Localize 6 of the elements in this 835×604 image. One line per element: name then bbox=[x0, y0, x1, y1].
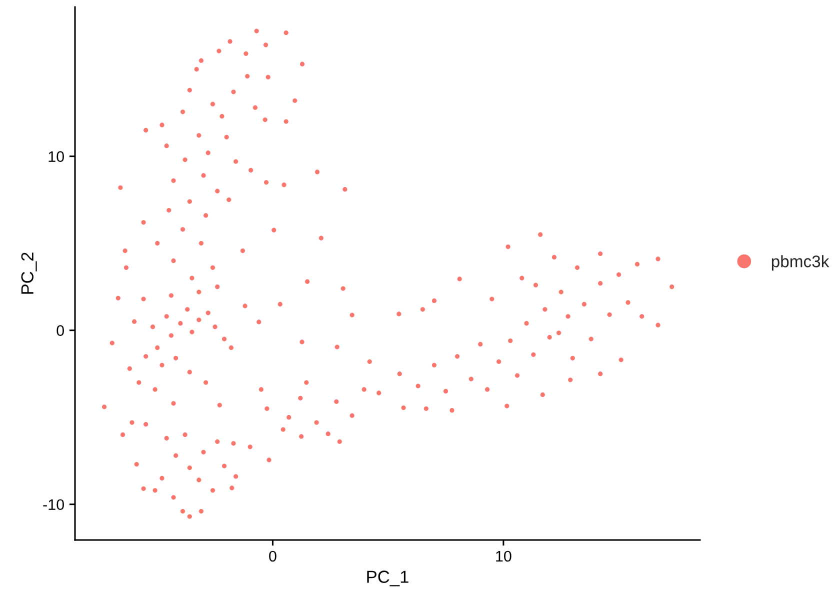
y-tick-label: 10 bbox=[48, 151, 64, 162]
y-axis-title: PC_2 bbox=[21, 252, 37, 294]
y-tick-label: -10 bbox=[43, 499, 64, 510]
x-axis-title: PC_1 bbox=[367, 570, 408, 586]
y-tick-label: 0 bbox=[56, 325, 64, 336]
legend-label: pbmc3k bbox=[772, 255, 830, 271]
